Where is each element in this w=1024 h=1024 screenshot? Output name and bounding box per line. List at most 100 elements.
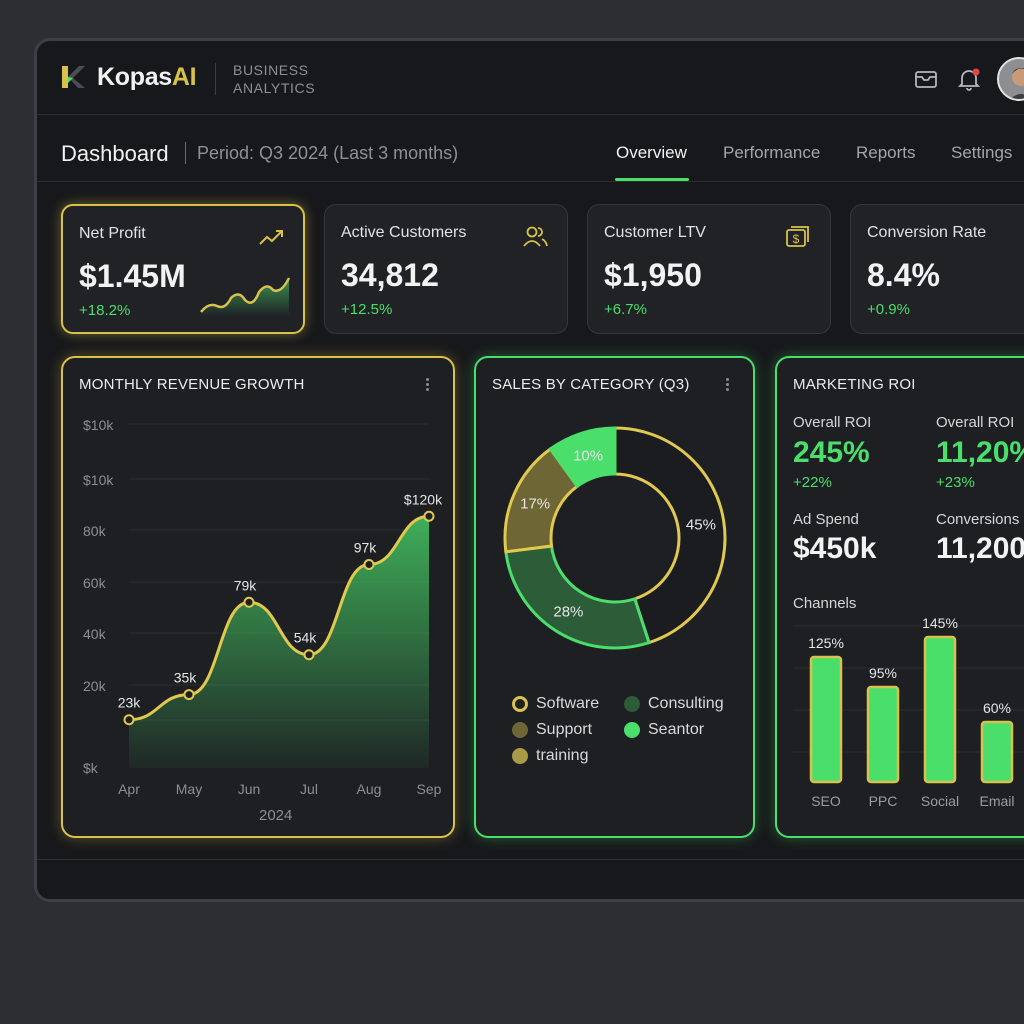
legend-item-software[interactable]: Software [512, 695, 599, 713]
ad-spend-label: Ad Spend [793, 511, 859, 528]
y-tick: 60k [83, 575, 106, 591]
panel-title: MARKETING ROI [793, 376, 916, 393]
sales-donut-chart: 45% 28% 17% 10% [503, 426, 727, 650]
conversions-value: 11,200 [936, 532, 1024, 565]
bar-category-label: PPC [869, 793, 898, 808]
x-tick: Jul [300, 781, 318, 797]
data-point [303, 649, 315, 661]
trend-up-icon [259, 230, 283, 245]
active-tab-indicator [615, 178, 689, 181]
data-label: 23k [118, 695, 142, 711]
kpi-value: $1.45M [79, 258, 186, 294]
data-label: 97k [354, 540, 378, 556]
data-label: $120k [404, 491, 443, 507]
data-point [243, 596, 255, 608]
x-tick: Aug [356, 781, 382, 797]
kpi-delta: +18.2% [79, 302, 131, 319]
kpi-delta: +12.5% [341, 301, 393, 318]
data-label: 54k [294, 630, 318, 646]
kpi-customer-ltv[interactable]: Customer LTV $ $1,950 +6.7% [587, 204, 831, 334]
dollar-cards-icon: $ [786, 226, 809, 247]
slice-label: 17% [520, 495, 550, 512]
legend-swatch [624, 696, 640, 712]
legend-swatch [624, 722, 640, 738]
tab-settings[interactable]: Settings [951, 143, 1013, 162]
data-point [423, 510, 435, 522]
overall-roi-label: Overall ROI [793, 414, 872, 431]
user-avatar[interactable] [997, 57, 1024, 101]
conversions-label: Conversions [936, 511, 1020, 528]
kpi-label: Conversion Rate [867, 224, 987, 241]
donut-slice [548, 426, 617, 489]
divider [37, 859, 1024, 860]
marketing-roi-panel: MARKETING ROI Overall ROI 245% +22% Over… [775, 356, 1024, 838]
kpi-conversion-rate[interactable]: Conversion Rate 8.4% +0.9% [850, 204, 1024, 334]
overall-roi-label-2: Overall ROI [936, 414, 1015, 431]
ad-spend-value: $450k [793, 532, 877, 565]
kpi-net-profit[interactable]: Net Profit $1.45M +18.2% [61, 204, 305, 334]
brand-name: KopasAI [97, 63, 197, 91]
data-point [183, 689, 195, 701]
slice-label: 10% [573, 447, 603, 464]
data-point [363, 559, 375, 571]
y-tick: $10k [83, 472, 114, 488]
bar-value-label: 145% [922, 615, 958, 631]
channel-bar [866, 685, 900, 784]
panel-title: SALES BY CATEGORY (Q3) [492, 376, 690, 393]
data-point [123, 714, 135, 726]
overall-roi-value: 245% [793, 436, 870, 469]
y-tick: 40k [83, 626, 106, 642]
revenue-area-chart: 23k 35k 79k 54k 97k $120k [118, 423, 443, 768]
logo-icon [62, 66, 85, 88]
kpi-value: 34,812 [341, 257, 439, 293]
kpi-value: 8.4% [867, 257, 940, 293]
legend-item-consulting[interactable]: Consulting [624, 695, 724, 713]
top-bar: KopasAI BUSINESS ANALYTICS [37, 41, 1024, 115]
bar-value-label: 60% [983, 700, 1011, 716]
y-tick: 20k [83, 678, 106, 694]
sales-category-panel: SALES BY CATEGORY (Q3) 45% 28% 17% 10% Soft… [474, 356, 755, 838]
y-tick: $k [83, 760, 98, 776]
page-title: Dashboard [61, 141, 169, 166]
legend-item-training[interactable]: training [512, 747, 588, 765]
bar-category-label: SEO [811, 793, 841, 808]
channel-bar [923, 635, 957, 784]
legend-swatch [512, 696, 528, 712]
tab-reports[interactable]: Reports [856, 143, 916, 162]
overall-roi-delta: +22% [793, 474, 832, 491]
x-axis-label: 2024 [259, 807, 293, 824]
panel-title: MONTHLY REVENUE GROWTH [79, 376, 305, 393]
bell-icon[interactable] [956, 66, 982, 92]
legend-item-support[interactable]: Support [512, 721, 592, 739]
legend-item-seantor[interactable]: Seantor [624, 721, 704, 739]
channels-label: Channels [793, 595, 857, 612]
inbox-icon[interactable] [913, 66, 939, 92]
bar-category-label: Email [979, 793, 1014, 808]
sparkline [200, 277, 291, 316]
brand-subtitle: BUSINESS ANALYTICS [233, 62, 316, 96]
tab-performance[interactable]: Performance [723, 143, 821, 162]
legend-swatch [512, 748, 528, 764]
tab-overview[interactable]: Overview [616, 143, 687, 162]
slice-label: 45% [686, 516, 716, 533]
more-menu-icon[interactable] [721, 376, 733, 396]
data-label: 79k [234, 577, 258, 593]
kpi-label: Net Profit [79, 225, 146, 242]
bar-category-label: Social [921, 793, 959, 808]
divider [215, 63, 216, 95]
page-header: Dashboard Period: Q3 2024 (Last 3 months… [37, 116, 1024, 182]
kpi-label: Active Customers [341, 224, 467, 241]
x-tick: May [175, 781, 203, 797]
kpi-delta: +0.9% [867, 301, 910, 318]
channel-bar [980, 720, 1014, 784]
bar-value-label: 95% [869, 665, 897, 681]
y-tick: 80k [83, 523, 106, 539]
kpi-value: $1,950 [604, 257, 702, 293]
more-menu-icon[interactable] [421, 376, 433, 396]
kpi-active-customers[interactable]: Active Customers 34,812 +12.5% [324, 204, 568, 334]
divider [185, 142, 186, 164]
bar-value-label: 125% [808, 635, 844, 651]
overall-roi-delta-2: +23% [936, 474, 975, 491]
period-selector[interactable]: Period: Q3 2024 (Last 3 months) [197, 143, 459, 163]
channel-bar [809, 655, 843, 784]
